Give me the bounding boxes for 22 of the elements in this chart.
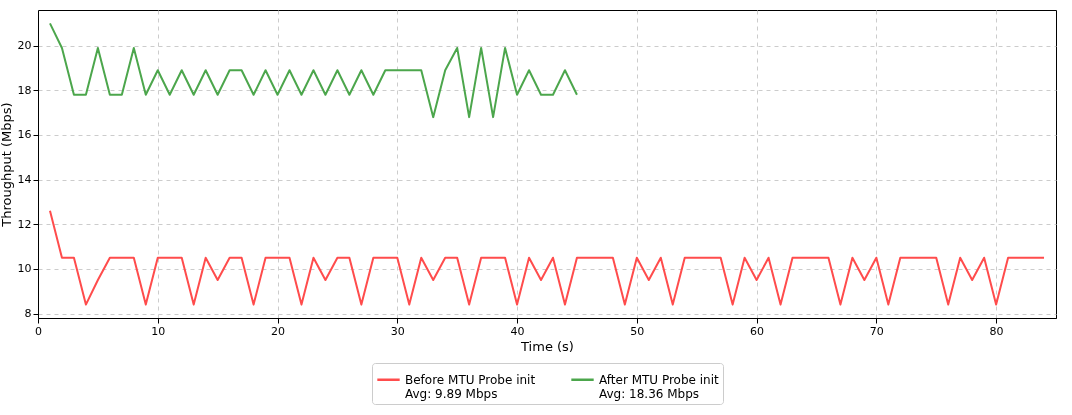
line-series — [48, 209, 1046, 306]
y-tick-label: 12 — [17, 217, 32, 231]
y-axis-title: Throughput (Mbps) — [0, 102, 14, 228]
x-axis-title: Time (s) — [520, 338, 574, 354]
y-tick-label: 16 — [17, 128, 32, 142]
x-tick-label: 50 — [630, 324, 645, 338]
y-tick-label: 20 — [17, 39, 32, 53]
legend-label: Before MTU Probe init Avg: 9.89 Mbps — [405, 372, 536, 401]
x-tick-label: 40 — [510, 324, 525, 338]
legend-label: After MTU Probe init Avg: 18.36 Mbps — [599, 372, 720, 401]
x-tick-label: 70 — [869, 324, 884, 338]
x-tick-label: 0 — [35, 324, 42, 338]
x-tick-label: 10 — [151, 324, 166, 338]
y-tick-label: 14 — [17, 173, 32, 187]
y-tick-label: 18 — [17, 83, 32, 97]
y-tick-label: 10 — [17, 262, 32, 276]
x-tick-label: 30 — [390, 324, 405, 338]
x-tick-label: 60 — [750, 324, 765, 338]
line-series — [48, 22, 578, 119]
y-tick-label: 8 — [24, 307, 32, 321]
x-tick-label: 20 — [271, 324, 286, 338]
x-tick-label: 80 — [989, 324, 1004, 338]
